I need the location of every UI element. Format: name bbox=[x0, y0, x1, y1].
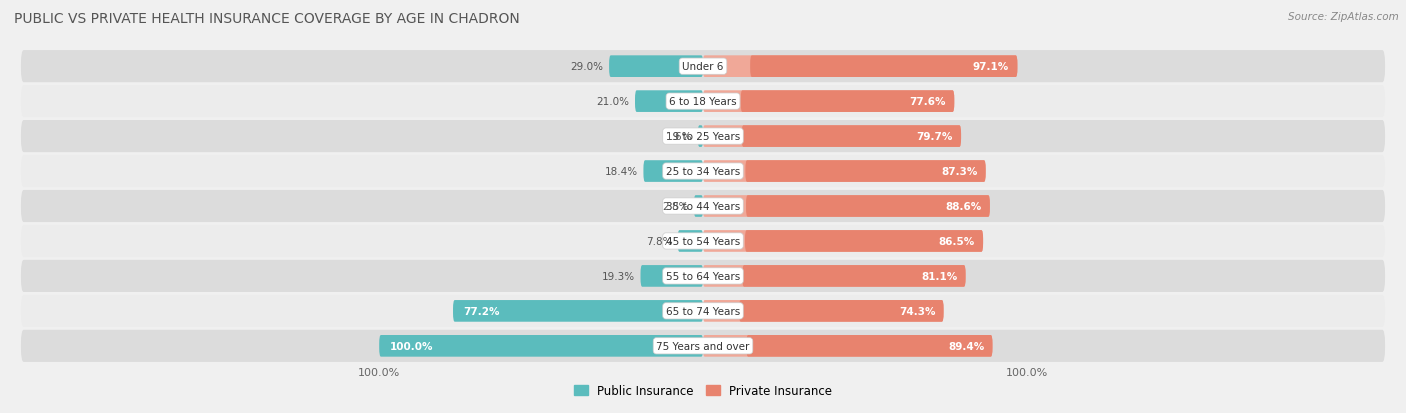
FancyBboxPatch shape bbox=[380, 335, 703, 357]
Text: 21.0%: 21.0% bbox=[596, 97, 630, 107]
FancyBboxPatch shape bbox=[745, 230, 983, 252]
Text: 1.6%: 1.6% bbox=[666, 132, 692, 142]
Text: 77.6%: 77.6% bbox=[910, 97, 946, 107]
Text: 6 to 18 Years: 6 to 18 Years bbox=[669, 97, 737, 107]
Text: 74.3%: 74.3% bbox=[898, 306, 935, 316]
Text: 19 to 25 Years: 19 to 25 Years bbox=[666, 132, 740, 142]
Text: 2.8%: 2.8% bbox=[662, 202, 689, 211]
Text: 55 to 64 Years: 55 to 64 Years bbox=[666, 271, 740, 281]
Text: 87.3%: 87.3% bbox=[941, 166, 977, 177]
FancyBboxPatch shape bbox=[703, 56, 1018, 78]
FancyBboxPatch shape bbox=[703, 266, 966, 287]
FancyBboxPatch shape bbox=[742, 266, 966, 287]
Text: 81.1%: 81.1% bbox=[921, 271, 957, 281]
FancyBboxPatch shape bbox=[703, 335, 993, 357]
FancyBboxPatch shape bbox=[751, 56, 1018, 78]
FancyBboxPatch shape bbox=[453, 300, 703, 322]
FancyBboxPatch shape bbox=[703, 300, 943, 322]
FancyBboxPatch shape bbox=[21, 260, 1385, 292]
Text: 97.1%: 97.1% bbox=[973, 62, 1010, 72]
FancyBboxPatch shape bbox=[21, 156, 1385, 188]
FancyBboxPatch shape bbox=[745, 161, 986, 183]
FancyBboxPatch shape bbox=[695, 196, 703, 217]
FancyBboxPatch shape bbox=[21, 190, 1385, 223]
FancyBboxPatch shape bbox=[21, 225, 1385, 257]
FancyBboxPatch shape bbox=[703, 230, 983, 252]
FancyBboxPatch shape bbox=[21, 330, 1385, 362]
FancyBboxPatch shape bbox=[21, 121, 1385, 153]
FancyBboxPatch shape bbox=[740, 300, 943, 322]
Text: 75 Years and over: 75 Years and over bbox=[657, 341, 749, 351]
Text: 35 to 44 Years: 35 to 44 Years bbox=[666, 202, 740, 211]
Text: 86.5%: 86.5% bbox=[939, 236, 974, 247]
Text: 100.0%: 100.0% bbox=[389, 341, 433, 351]
Text: 88.6%: 88.6% bbox=[945, 202, 981, 211]
Text: 79.7%: 79.7% bbox=[917, 132, 953, 142]
FancyBboxPatch shape bbox=[741, 91, 955, 113]
FancyBboxPatch shape bbox=[747, 196, 990, 217]
Text: 29.0%: 29.0% bbox=[571, 62, 603, 72]
FancyBboxPatch shape bbox=[644, 161, 703, 183]
FancyBboxPatch shape bbox=[609, 56, 703, 78]
FancyBboxPatch shape bbox=[703, 161, 986, 183]
FancyBboxPatch shape bbox=[703, 126, 962, 147]
FancyBboxPatch shape bbox=[636, 91, 703, 113]
Text: Source: ZipAtlas.com: Source: ZipAtlas.com bbox=[1288, 12, 1399, 22]
FancyBboxPatch shape bbox=[21, 51, 1385, 83]
Text: 25 to 34 Years: 25 to 34 Years bbox=[666, 166, 740, 177]
FancyBboxPatch shape bbox=[703, 196, 990, 217]
Text: 77.2%: 77.2% bbox=[464, 306, 501, 316]
Text: 89.4%: 89.4% bbox=[948, 341, 984, 351]
FancyBboxPatch shape bbox=[21, 295, 1385, 327]
FancyBboxPatch shape bbox=[742, 126, 962, 147]
FancyBboxPatch shape bbox=[641, 266, 703, 287]
Text: 45 to 54 Years: 45 to 54 Years bbox=[666, 236, 740, 247]
Legend: Public Insurance, Private Insurance: Public Insurance, Private Insurance bbox=[569, 379, 837, 401]
Text: 65 to 74 Years: 65 to 74 Years bbox=[666, 306, 740, 316]
Text: PUBLIC VS PRIVATE HEALTH INSURANCE COVERAGE BY AGE IN CHADRON: PUBLIC VS PRIVATE HEALTH INSURANCE COVER… bbox=[14, 12, 520, 26]
FancyBboxPatch shape bbox=[21, 86, 1385, 118]
Text: 19.3%: 19.3% bbox=[602, 271, 636, 281]
FancyBboxPatch shape bbox=[678, 230, 703, 252]
FancyBboxPatch shape bbox=[703, 91, 955, 113]
FancyBboxPatch shape bbox=[697, 126, 703, 147]
FancyBboxPatch shape bbox=[747, 335, 993, 357]
Text: 18.4%: 18.4% bbox=[605, 166, 638, 177]
Text: 7.8%: 7.8% bbox=[645, 236, 672, 247]
Text: Under 6: Under 6 bbox=[682, 62, 724, 72]
